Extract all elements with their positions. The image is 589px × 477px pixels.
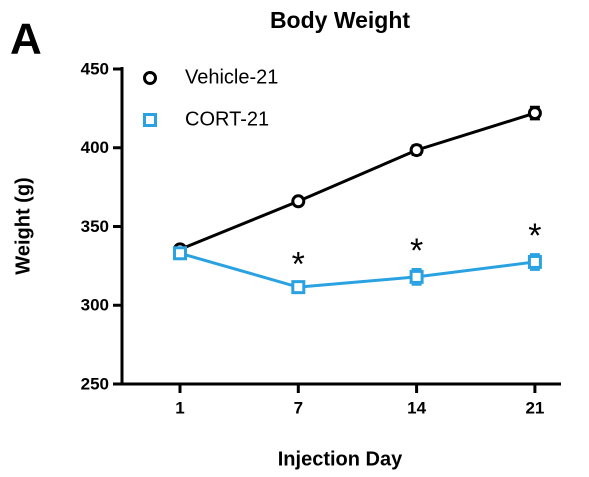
legend-label: CORT-21 <box>185 108 269 130</box>
chart-title: Body Weight <box>270 7 410 33</box>
legend-marker <box>143 113 157 127</box>
y-tick-label: 250 <box>81 374 109 393</box>
panel-label: A <box>10 15 42 64</box>
x-tick-label: 14 <box>407 398 426 417</box>
y-tick-label: 350 <box>81 217 109 236</box>
data-point <box>527 106 542 121</box>
data-point <box>409 143 424 158</box>
data-point <box>291 280 306 295</box>
x-tick-label: 1 <box>175 398 184 417</box>
y-tick-label: 300 <box>81 296 109 315</box>
data-point <box>173 246 187 261</box>
y-tick-label: 450 <box>81 59 109 78</box>
x-tick-label: 21 <box>525 398 544 417</box>
y-tick-label: 400 <box>81 138 109 157</box>
data-point <box>527 254 542 269</box>
data-point <box>291 194 306 209</box>
y-axis-label: Weight (g) <box>12 177 34 274</box>
annotation: * <box>410 232 423 270</box>
x-tick-label: 7 <box>294 398 303 417</box>
legend-label: Vehicle-21 <box>185 66 278 88</box>
data-point <box>409 269 424 284</box>
annotation: * <box>292 245 305 283</box>
legend-marker <box>143 71 157 85</box>
annotation: * <box>528 217 541 255</box>
series-line <box>179 111 536 251</box>
series-line <box>179 251 536 289</box>
x-axis-label: Injection Day <box>278 448 403 470</box>
